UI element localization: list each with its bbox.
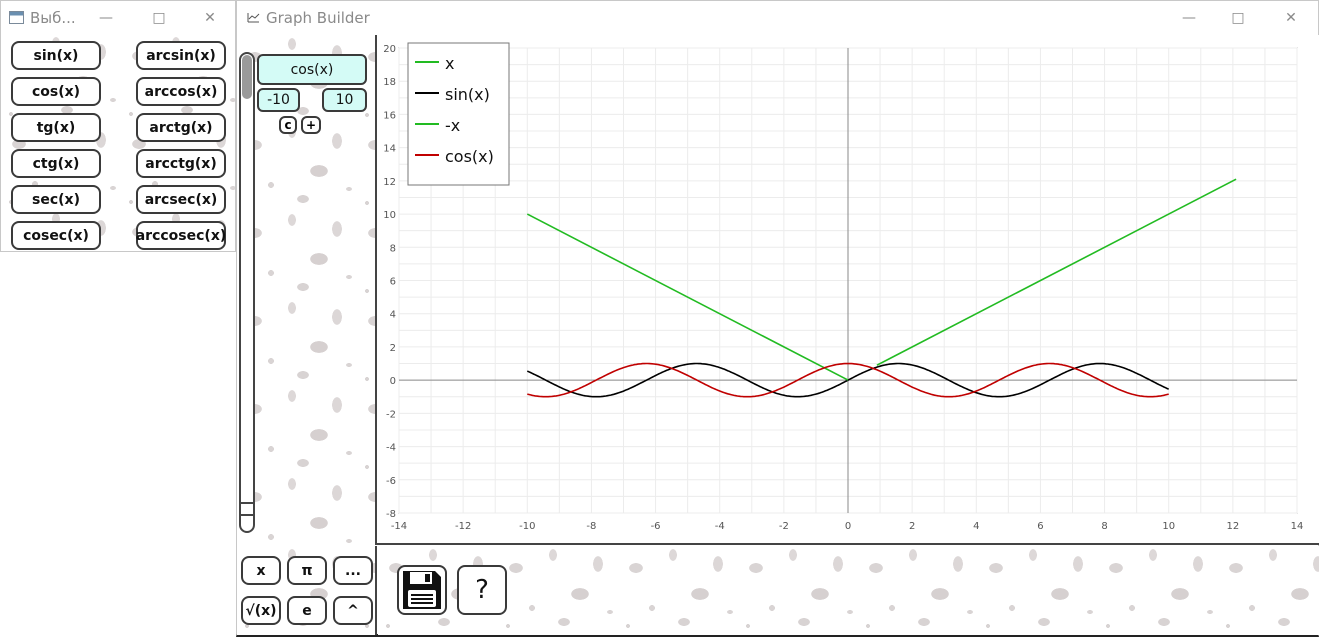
function-button[interactable]: cos(x) [11,77,101,106]
add-function-button[interactable]: + [301,116,321,134]
x-tick-label: -12 [455,521,471,532]
series-line-0 [876,178,1237,366]
clear-button[interactable]: c [279,116,297,134]
function-button[interactable]: arccosec(x) [136,221,226,250]
maximize-button[interactable]: □ [152,9,166,26]
legend-label: x [445,54,454,73]
expression-field[interactable]: cos(x) [257,54,367,85]
function-button[interactable]: arcsin(x) [136,41,226,70]
x-tick-label: -6 [651,521,661,532]
x-tick-label: 12 [1226,521,1239,532]
function-button[interactable]: tg(x) [11,113,101,142]
legend-label: sin(x) [445,85,490,104]
legend-label: -x [445,116,460,135]
function-button[interactable]: sec(x) [11,185,101,214]
help-button[interactable]: ? [457,565,507,615]
x-tick-label: 8 [1101,521,1107,532]
function-picker-window: Выб... — □ ✕ sin(x) cos(x) tg(x) ctg(x) sec(… [0,0,236,252]
y-tick-label: 20 [383,44,396,55]
range-from-field[interactable]: -10 [257,88,300,112]
floppy-disk-icon [403,571,441,609]
y-tick-label: 18 [383,77,396,88]
range-to-field[interactable]: 10 [322,88,367,112]
function-button[interactable]: sin(x) [11,41,101,70]
bottom-toolbar [378,546,1319,635]
insert-sqrt-button[interactable]: √(x) [241,596,281,625]
x-tick-label: -2 [779,521,789,532]
save-button[interactable] [397,565,447,615]
chart-app-icon [247,13,260,23]
x-tick-label: 2 [909,521,915,532]
scrollbar-thumb[interactable] [242,55,252,99]
graph-plot[interactable]: -14 -12 -10 -8 -6 -4 -2 0 2 4 6 8 10 12 14 -8 -6 -4 -2 0 2 4 6… [377,35,1319,545]
function-button[interactable]: cosec(x) [11,221,101,250]
plot-area[interactable]: -14 -12 -10 -8 -6 -4 -2 0 2 4 6 8 10 12 14 -8 -6 -4 -2 0 2 4 6… [377,35,1319,545]
x-tick-label: -10 [519,521,535,532]
x-tick-label: 10 [1162,521,1175,532]
minimize-button[interactable]: — [99,9,113,26]
maximize-button[interactable]: □ [1231,9,1245,26]
scrollbar-grip [241,502,253,516]
y-tick-label: 8 [390,243,396,254]
y-tick-label: -4 [386,443,396,454]
y-tick-label: -6 [386,476,396,487]
panel-scrollbar[interactable] [239,52,255,533]
y-tick-label: -8 [386,509,396,520]
y-tick-label: 14 [383,144,396,155]
picker-body [1,34,235,251]
more-button[interactable]: ... [333,556,373,585]
x-tick-label: 6 [1037,521,1043,532]
x-tick-label: 4 [973,521,979,532]
close-button[interactable]: ✕ [204,9,216,26]
y-tick-label: 0 [390,376,396,387]
function-button[interactable]: ctg(x) [11,149,101,178]
x-tick-label: -14 [391,521,407,532]
y-tick-label: 10 [383,210,396,221]
function-button[interactable]: arctg(x) [136,113,226,142]
function-button[interactable]: arcsec(x) [136,185,226,214]
x-tick-label: 14 [1291,521,1304,532]
series-line-2 [526,213,849,381]
main-titlebar: Graph Builder [237,1,1318,34]
insert-x-button[interactable]: x [241,556,281,585]
main-title: Graph Builder [266,8,370,27]
legend-label: cos(x) [445,147,494,166]
picker-titlebar: Выб... [1,1,235,34]
y-tick-label: 6 [390,277,396,288]
close-button[interactable]: ✕ [1285,9,1297,26]
picker-title: Выб... [30,8,76,27]
x-tick-label: -8 [586,521,596,532]
minimize-button[interactable]: — [1182,9,1196,26]
legend-box [407,42,510,186]
insert-e-button[interactable]: e [287,596,327,625]
x-tick-label: -4 [715,521,725,532]
function-button[interactable]: arcctg(x) [136,149,226,178]
y-tick-label: 4 [390,310,396,321]
series-line-3 [527,362,1169,398]
insert-power-button[interactable]: ^ [333,596,373,625]
y-tick-label: -2 [386,409,396,420]
y-tick-label: 12 [383,177,396,188]
y-tick-label: 2 [390,343,396,354]
function-button[interactable]: arccos(x) [136,77,226,106]
graph-builder-window: Graph Builder — □ ✕ cos(x) -10 10 c + -1… [236,0,1319,637]
app-icon [9,11,24,24]
insert-pi-button[interactable]: π [287,556,327,585]
x-tick-label: 0 [845,521,851,532]
y-tick-label: 16 [383,110,396,121]
